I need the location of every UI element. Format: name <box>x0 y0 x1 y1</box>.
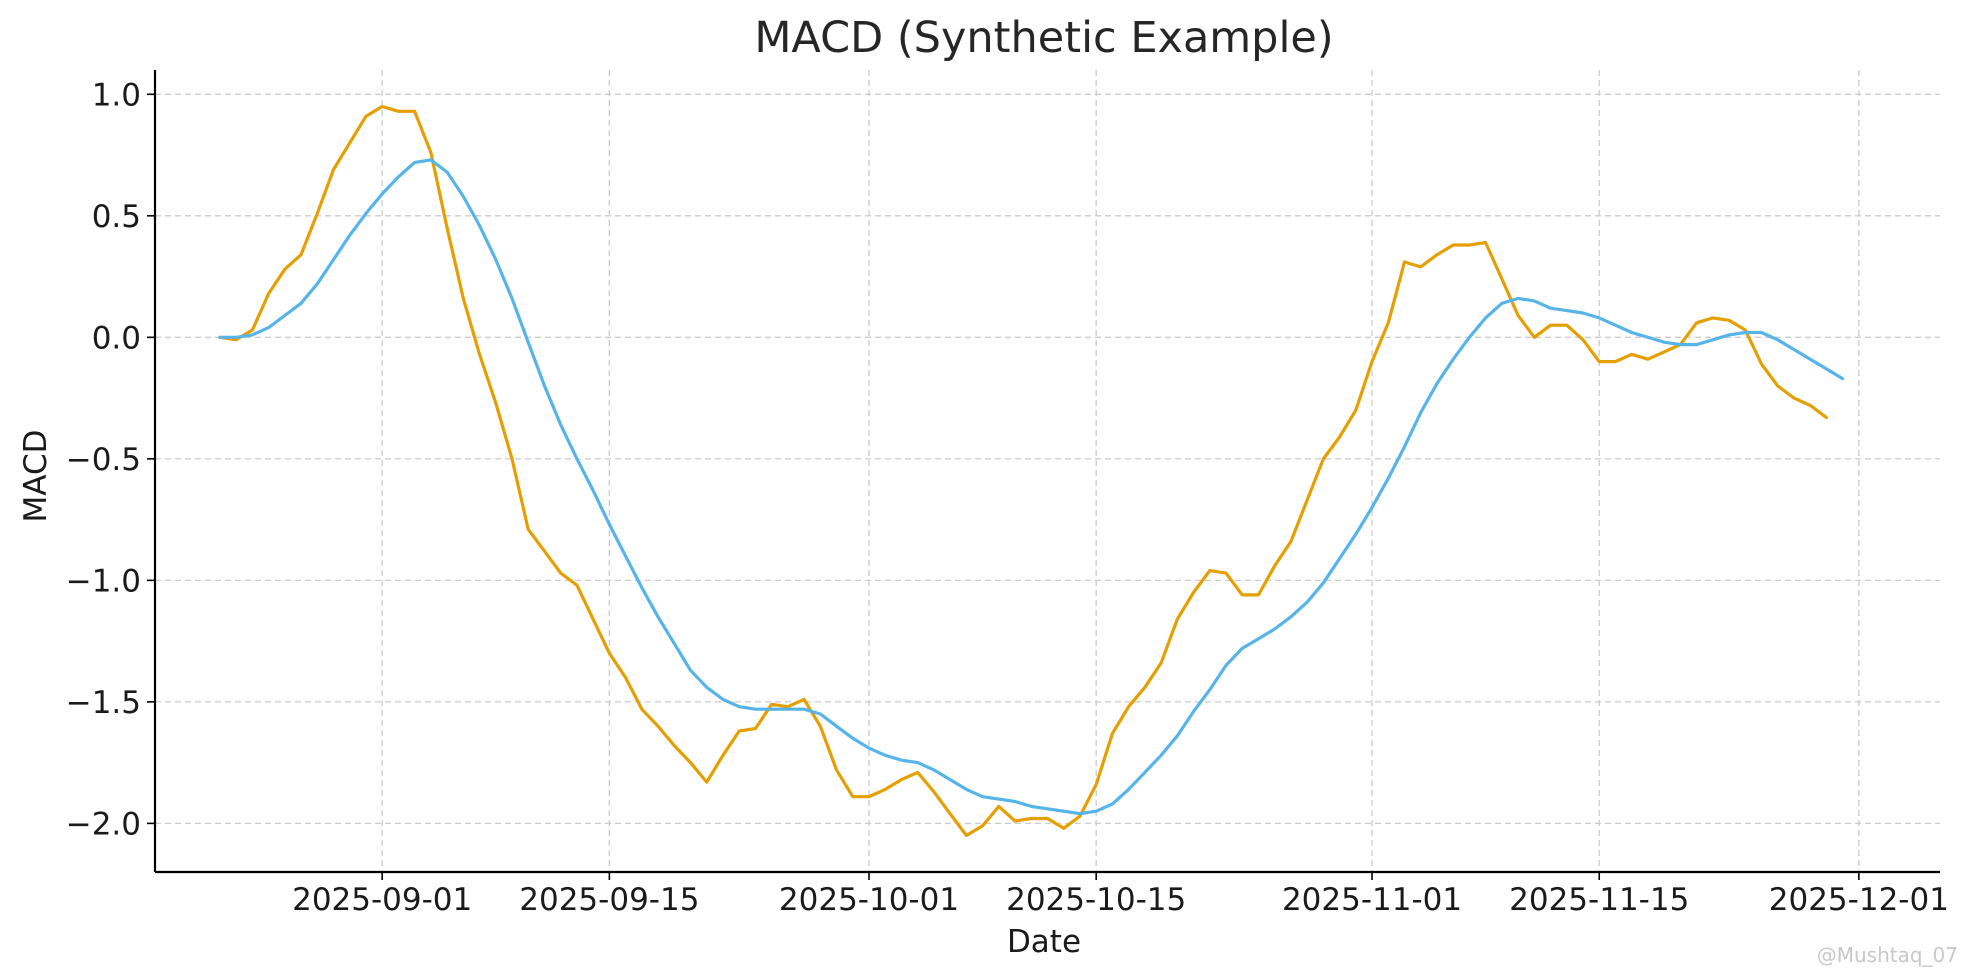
x-tick-label: 2025-09-01 <box>292 882 472 918</box>
grid-lines <box>155 70 1940 872</box>
y-tick-label: 0.0 <box>92 320 141 356</box>
y-tick-label: −1.5 <box>66 685 141 721</box>
x-tick-label: 2025-11-01 <box>1282 882 1462 918</box>
x-tick-label: 2025-09-15 <box>519 882 699 918</box>
tick-labels: 2025-09-01 2025-09-15 2025-10-01 2025-10-15… <box>66 77 1949 918</box>
y-axis-label: MACD <box>18 430 54 523</box>
x-tick-label: 2025-10-15 <box>1006 882 1186 918</box>
watermark: @Mushtaq_07 <box>1817 943 1958 967</box>
x-tick-label: 2025-10-01 <box>779 882 959 918</box>
y-tick-label: 0.5 <box>92 199 141 235</box>
y-tick-label: −2.0 <box>66 806 141 842</box>
y-tick-label: 1.0 <box>92 77 141 113</box>
y-tick-label: −1.0 <box>66 563 141 599</box>
x-axis-label: Date <box>1007 924 1081 960</box>
x-tick-label: 2025-12-01 <box>1769 882 1949 918</box>
series-line-1 <box>218 104 1829 838</box>
axes <box>153 70 1940 874</box>
y-tick-label: −0.5 <box>66 442 141 478</box>
series-line-2 <box>218 158 1845 816</box>
x-tick-label: 2025-11-15 <box>1509 882 1689 918</box>
chart-title: MACD (Synthetic Example) <box>754 13 1333 63</box>
series-layer <box>218 104 1845 838</box>
